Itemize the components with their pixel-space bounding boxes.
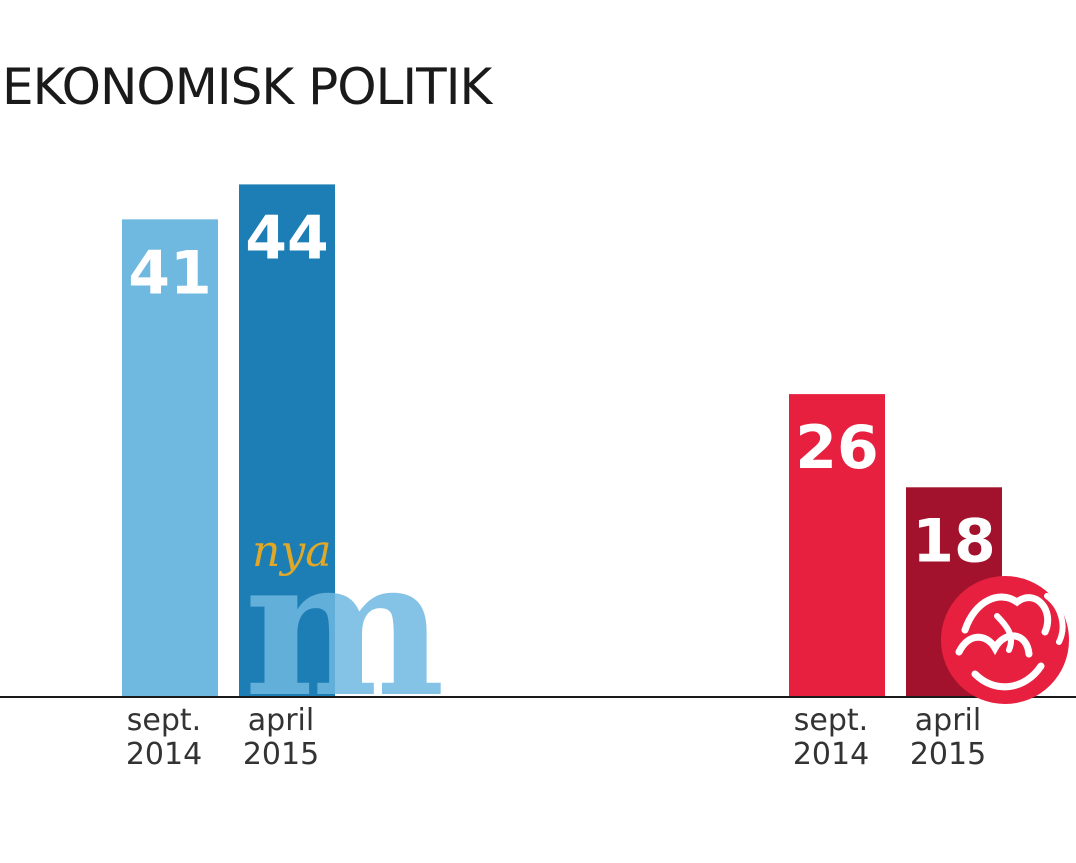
value-label-0-0: 41 [128,238,212,308]
value-label-1-1: 18 [912,506,996,576]
value-label-0-1: 44 [245,203,329,273]
value-label-1-0: 26 [795,413,879,483]
rose-logo [941,576,1069,704]
bar-0-0 [122,219,218,697]
bars-layer: 41 44 26 18 [122,184,1002,697]
tick-label-0-0: sept. 2014 [126,703,202,772]
logo-nya-text: nya [252,526,331,577]
logo-m-text: m [244,516,445,739]
tick-labels: sept. 2014 april 2015 sept. 2014 april 2015 [126,703,986,772]
chart-title: EKONOMISK POLITIK [2,58,493,116]
tick-label-1-1: april 2015 [910,703,986,772]
bar-1-0 [789,394,885,697]
tick-label-0-1: april 2015 [243,703,319,772]
nya-m-logo: nya m [244,516,445,739]
tick-label-1-0: sept. 2014 [793,703,869,772]
bar-0-1 [239,184,335,697]
